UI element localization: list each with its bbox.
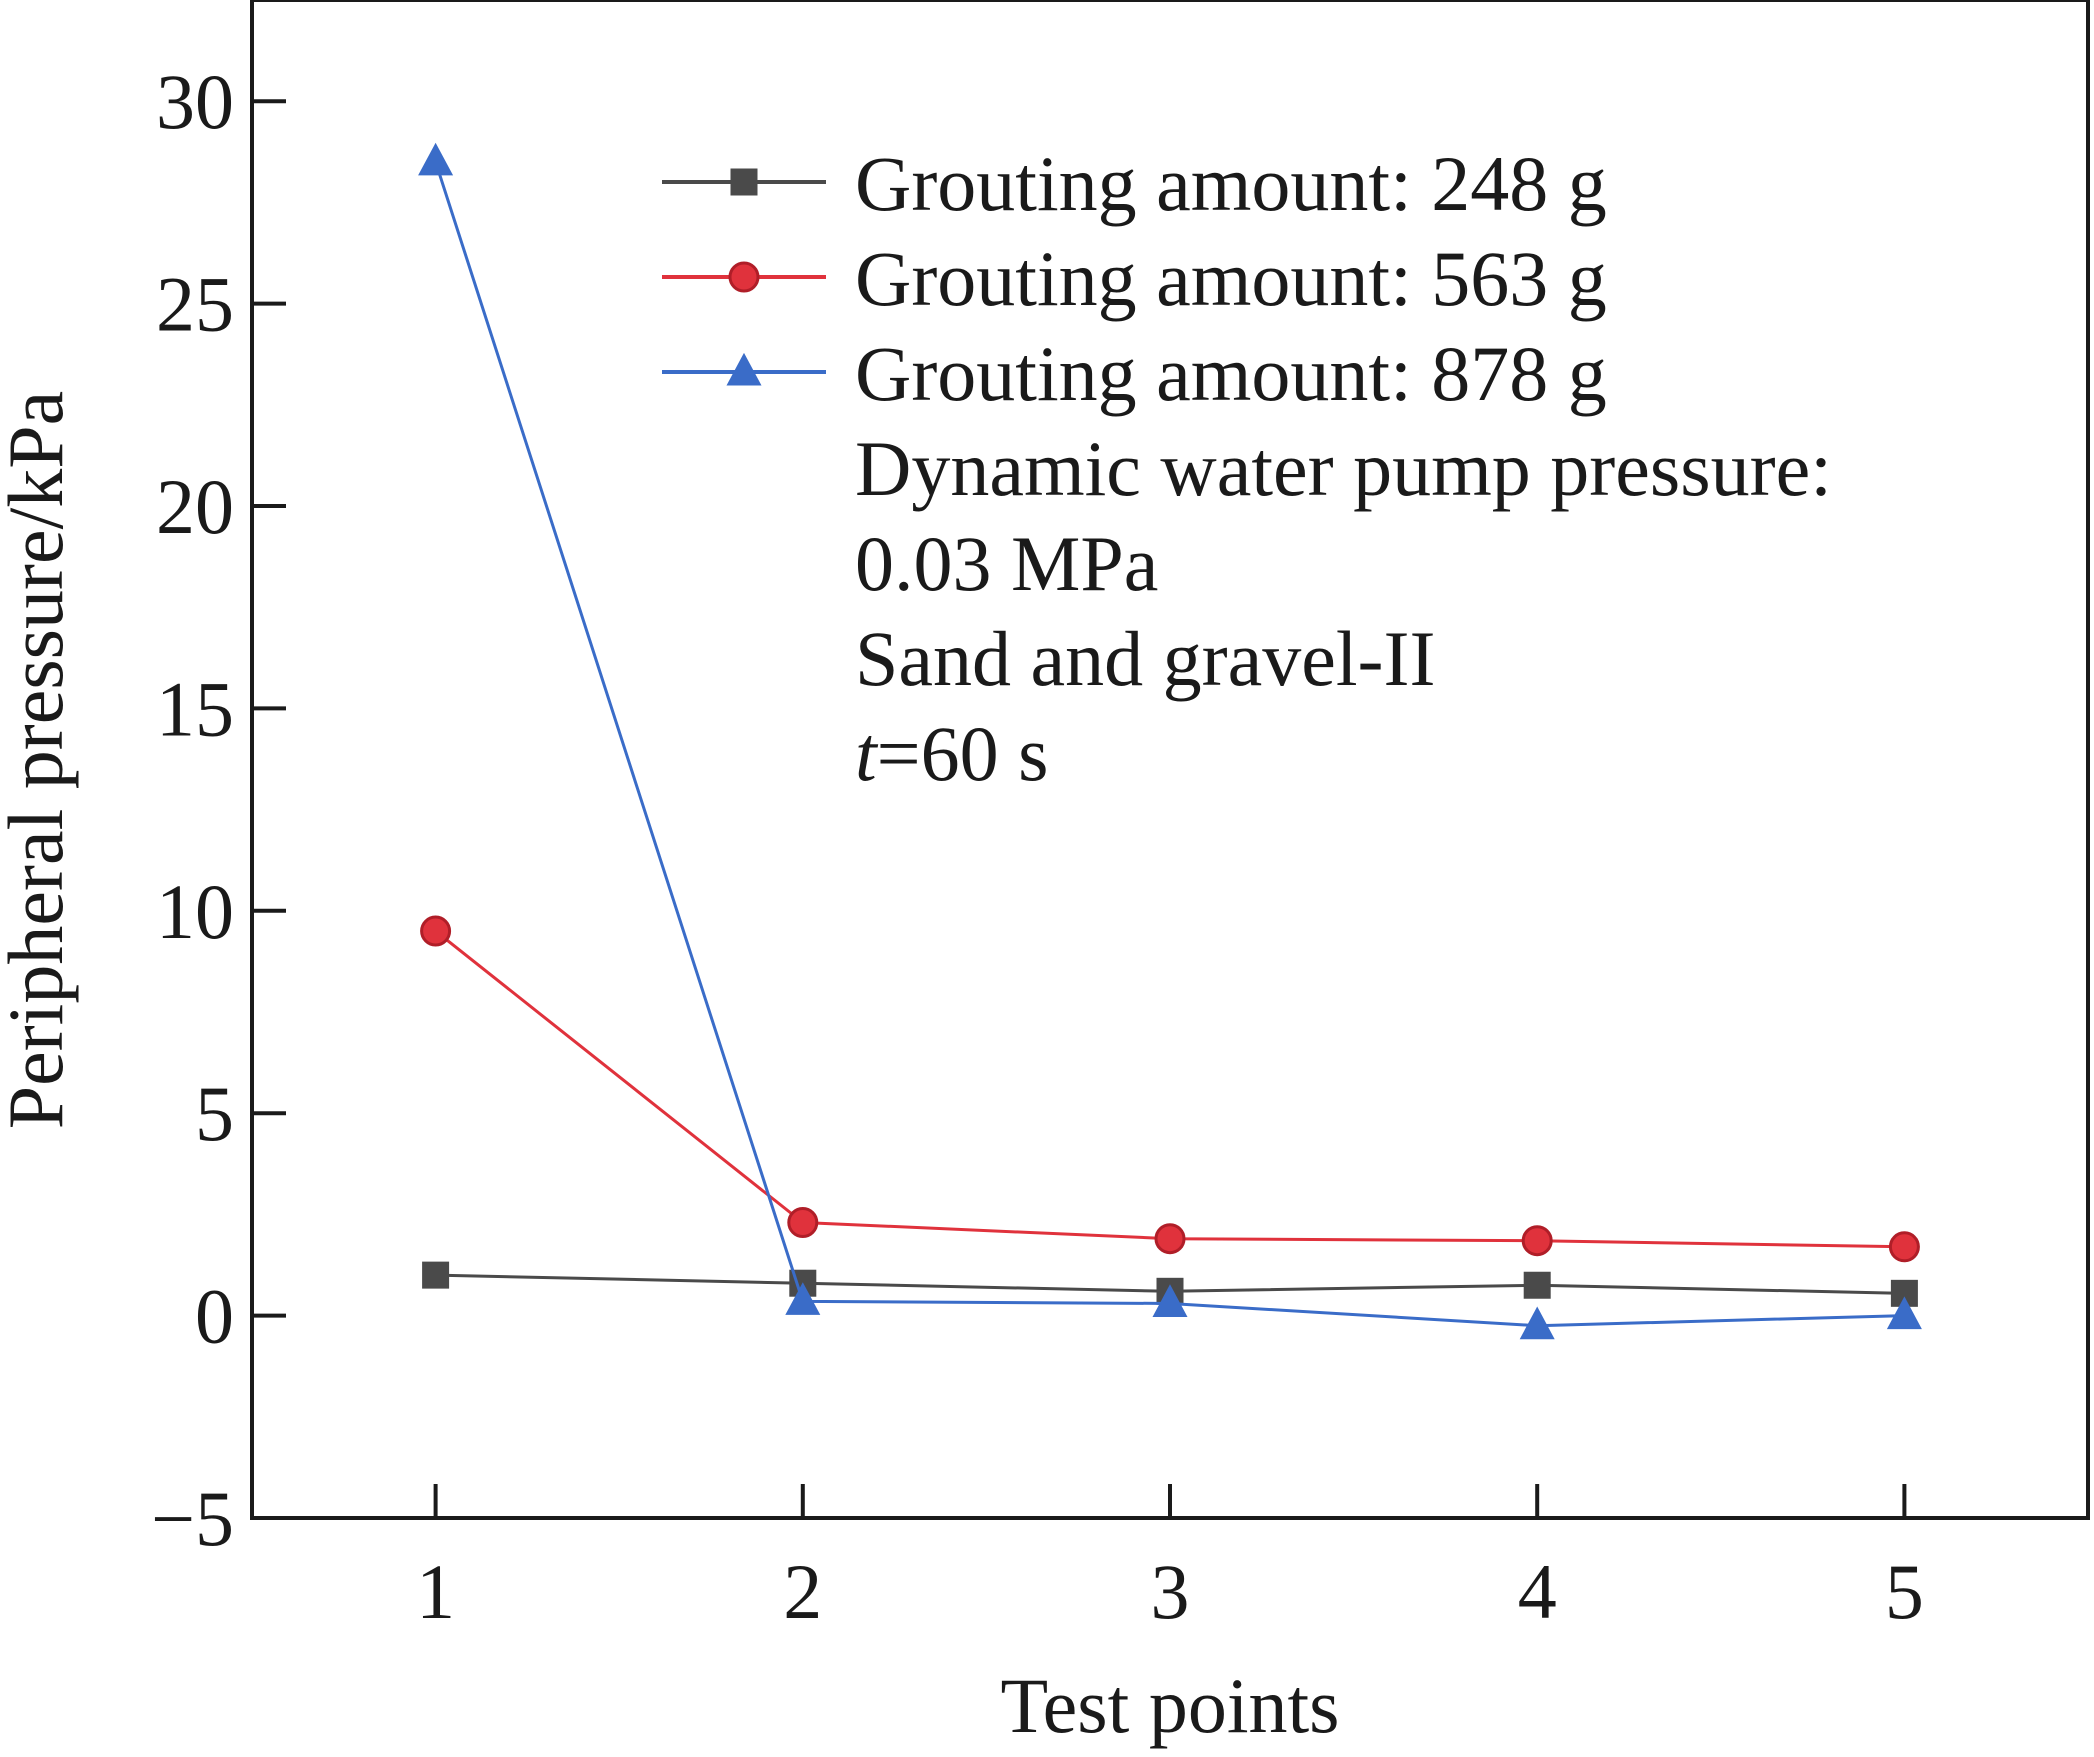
series-layer [418, 142, 1922, 1340]
x-tick-label: 3 [1151, 1548, 1190, 1635]
x-tick-label: 4 [1518, 1548, 1557, 1635]
x-axis: 1 2 3 4 5 [416, 1484, 1924, 1635]
series-1-point [1154, 1223, 1186, 1255]
y-tick-label: 10 [156, 868, 234, 955]
series-1-point [420, 915, 452, 947]
series-1-point [1521, 1225, 1553, 1257]
annotation-pressure-value: 0.03 MPa [855, 520, 1158, 607]
series-0-point [422, 1261, 450, 1289]
annotation-time-value: =60 s [877, 710, 1049, 797]
x-axis-label: Test points [1000, 1662, 1339, 1749]
legend: Grouting amount: 248 g Grouting amount: … [662, 140, 1607, 417]
series-2-point [1519, 1306, 1555, 1340]
series-0-point [1523, 1271, 1551, 1299]
x-tick-label: 1 [416, 1548, 455, 1635]
series-1-point [787, 1206, 819, 1238]
annotations: Dynamic water pump pressure: 0.03 MPa Sa… [855, 425, 1832, 797]
annotation-time-var: t [855, 710, 879, 797]
series-line-1 [434, 929, 1905, 1249]
y-tick-label: 30 [156, 58, 234, 145]
series-2-point [1152, 1284, 1188, 1317]
legend-entry-563: Grouting amount: 563 g [855, 235, 1607, 322]
y-tick-label: 5 [195, 1070, 234, 1157]
series-2-point [418, 142, 454, 176]
y-axis-label: Peripheral pressure/kPa [0, 391, 79, 1130]
legend-key-marker-0 [730, 168, 758, 196]
y-tick-label: 0 [195, 1273, 234, 1360]
annotation-soil-type: Sand and gravel-II [855, 615, 1435, 702]
x-tick-label: 2 [783, 1548, 822, 1635]
legend-key-marker-2 [726, 352, 762, 386]
legend-entry-878: Grouting amount: 878 g [855, 330, 1607, 417]
annotation-pump-pressure: Dynamic water pump pressure: [855, 425, 1832, 512]
annotation-time: t=60 s [855, 710, 1049, 797]
legend-key-marker-1 [728, 261, 760, 293]
y-axis: −5 0 5 10 15 20 25 30 [151, 58, 286, 1562]
legend-entry-248: Grouting amount: 248 g [855, 140, 1607, 227]
y-tick-label: 20 [156, 463, 234, 550]
series-1-point [1888, 1231, 1920, 1263]
series-2-point [1886, 1296, 1922, 1330]
series-2-point [785, 1282, 821, 1315]
y-tick-label: 25 [156, 261, 234, 348]
y-tick-label: 15 [156, 665, 234, 752]
y-tick-label: −5 [151, 1475, 234, 1562]
x-tick-label: 5 [1885, 1548, 1924, 1635]
legend-keys [662, 168, 826, 386]
